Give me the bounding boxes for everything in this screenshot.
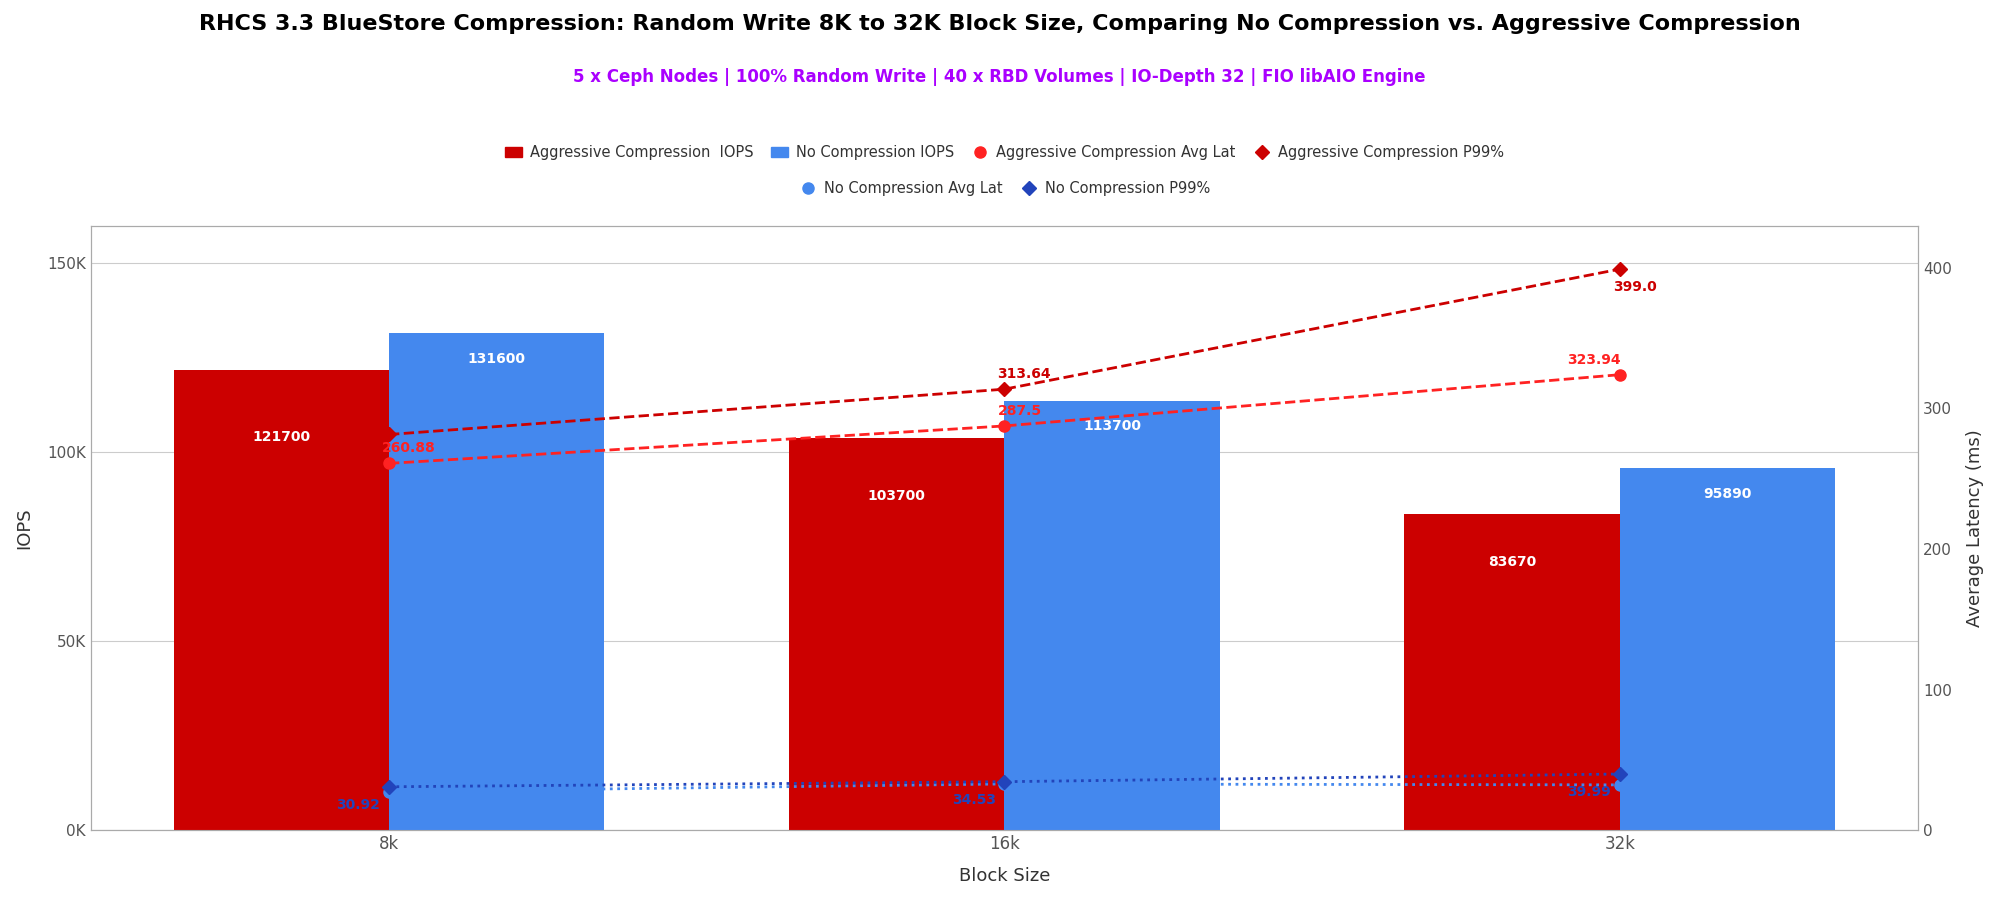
Text: 83670: 83670 — [1487, 555, 1536, 569]
Bar — [1618, 468, 1834, 830]
Text: 313.64: 313.64 — [997, 367, 1051, 381]
Text: 260.88: 260.88 — [382, 441, 436, 455]
Text: RHCS 3.3 BlueStore Compression: Random Write 8K to 32K Block Size, Comparing No : RHCS 3.3 BlueStore Compression: Random W… — [198, 14, 1800, 33]
Text: 323.94: 323.94 — [1566, 353, 1620, 366]
Y-axis label: IOPS: IOPS — [16, 507, 34, 549]
X-axis label: Block Size: Block Size — [959, 867, 1049, 885]
Legend: No Compression Avg Lat, No Compression P99%: No Compression Avg Lat, No Compression P… — [793, 176, 1215, 202]
Y-axis label: Average Latency (ms): Average Latency (ms) — [1964, 429, 1982, 626]
Text: 399.0: 399.0 — [1612, 281, 1656, 294]
Text: 32.27: 32.27 — [1630, 767, 1674, 781]
Text: 39.99: 39.99 — [1566, 785, 1610, 799]
Text: 34.53: 34.53 — [951, 793, 995, 807]
Text: 131600: 131600 — [468, 352, 525, 365]
Bar — [1405, 514, 1618, 830]
Text: 281.42: 281.42 — [334, 412, 388, 427]
Bar — [789, 438, 1003, 830]
Text: 27.47: 27.47 — [400, 774, 444, 788]
Text: 95890: 95890 — [1702, 487, 1750, 500]
Bar — [1003, 400, 1219, 830]
Text: 103700: 103700 — [867, 490, 925, 503]
Text: 5 x Ceph Nodes | 100% Random Write | 40 x RBD Volumes | IO-Depth 32 | FIO libAIO: 5 x Ceph Nodes | 100% Random Write | 40 … — [573, 68, 1425, 86]
Text: 287.5: 287.5 — [997, 404, 1041, 418]
Bar — [390, 333, 603, 830]
Text: 30.92: 30.92 — [336, 798, 380, 812]
Text: 113700: 113700 — [1083, 419, 1141, 434]
Text: 32.93: 32.93 — [1015, 766, 1059, 780]
Bar — [174, 370, 390, 830]
Text: 121700: 121700 — [252, 430, 310, 444]
